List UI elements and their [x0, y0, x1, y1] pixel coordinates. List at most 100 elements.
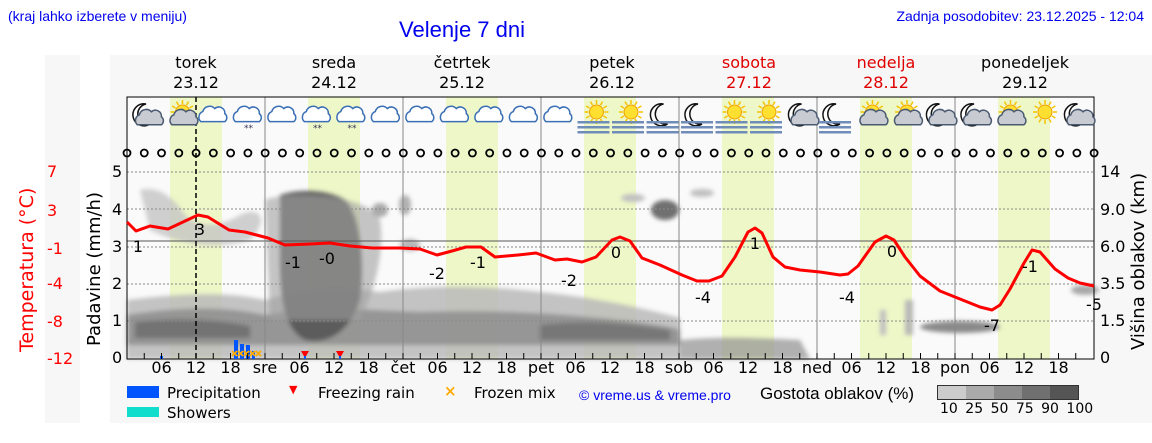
x-tick-label: pet — [527, 358, 555, 377]
wind-calm-icon — [122, 148, 132, 158]
wind-calm-icon — [571, 148, 581, 158]
x-tick-label: 06 — [289, 358, 310, 377]
cloud-snow-icon: ** — [232, 105, 262, 134]
location-menu-hint[interactable]: (kraj lahko izberete v meniju) — [8, 8, 187, 24]
moon-cloud-icon — [1063, 103, 1096, 127]
x-tick-label: 18 — [910, 358, 931, 377]
temperature-value-label: 1 — [750, 234, 760, 253]
wind-calm-icon — [347, 148, 356, 158]
frozen-mix-icon: × — [444, 382, 457, 400]
wind-calm-icon — [450, 148, 460, 158]
temperature-value-label: -2 — [561, 271, 577, 290]
sun-fog-icon — [750, 100, 782, 134]
wind-calm-icon — [260, 148, 270, 158]
wind-calm-icon — [208, 148, 218, 158]
wind-calm-icon — [139, 148, 149, 158]
cloud-height-tick: 3.5 — [1100, 274, 1126, 293]
x-tick-label: 12 — [461, 358, 483, 377]
temp-tick: 7 — [47, 162, 58, 181]
svg-text:**: ** — [313, 124, 323, 134]
wind-calm-icon — [537, 148, 546, 158]
wind-row — [122, 148, 1099, 158]
moon-cloud-icon — [787, 103, 820, 127]
cloud-snow-icon: ** — [301, 105, 331, 134]
wind-calm-icon — [588, 148, 598, 158]
wind-calm-icon — [416, 148, 425, 158]
sun-fog-icon — [715, 100, 748, 134]
temperature-value-label: -4 — [839, 288, 855, 307]
wind-calm-icon — [761, 148, 771, 158]
cloud-snow-icon: ** — [336, 105, 366, 134]
temperature-value-label: 3 — [195, 220, 205, 239]
wind-calm-icon — [364, 148, 374, 158]
legend-frozen-mix: Frozen mix — [474, 384, 556, 402]
temperature-value-label: -1 — [285, 253, 301, 272]
temp-tick: -8 — [47, 312, 63, 331]
cloud-density-title: Gostota oblakov (%) — [760, 384, 915, 403]
cloud-icon — [508, 105, 538, 123]
day-label: torek 23.12 — [173, 53, 219, 92]
wind-calm-icon — [502, 148, 512, 158]
day-label: četrtek 25.12 — [433, 53, 491, 92]
wind-calm-icon — [433, 148, 443, 158]
x-tick-label: 12 — [875, 358, 897, 377]
freezing-rain-markers — [301, 351, 344, 358]
precip-tick: 4 — [112, 200, 123, 219]
x-tick-label: 18 — [496, 358, 517, 377]
wind-calm-icon — [278, 148, 287, 158]
svg-text:**: ** — [348, 124, 358, 134]
cloud-height-tick: 0 — [1100, 348, 1111, 367]
wind-calm-icon — [796, 148, 805, 158]
wind-calm-icon — [1089, 148, 1099, 158]
moon-cloud-icon — [925, 103, 958, 127]
cloud-density-ticks: 10 25 50 75 90 100 — [940, 401, 1094, 417]
x-tick-label: čet — [390, 358, 416, 377]
wind-calm-icon — [398, 148, 408, 158]
moon-fog-icon — [819, 103, 851, 134]
legend-showers: Showers — [167, 404, 231, 422]
temperature-value-label: -2 — [429, 264, 445, 283]
temperature-value-label: 0 — [611, 243, 621, 262]
wind-calm-icon — [744, 148, 754, 158]
wind-calm-icon — [226, 148, 236, 158]
wind-calm-icon — [485, 148, 495, 158]
cloud-icon — [370, 105, 400, 123]
temperature-value-label: -5 — [1086, 295, 1102, 314]
svg-text:**: ** — [244, 124, 254, 134]
precipitation-swatch — [127, 386, 159, 398]
wind-calm-icon — [813, 148, 823, 158]
legend-freezing-rain: Freezing rain — [318, 384, 415, 402]
wind-calm-icon — [1020, 148, 1030, 158]
sun-fog-icon — [612, 100, 644, 134]
sun-cloud-icon — [893, 100, 924, 126]
sun-cloud-icon — [997, 100, 1027, 126]
sun-cloud-icon — [169, 100, 199, 126]
precip-tick: 5 — [112, 162, 123, 181]
x-tick-label: 06 — [979, 358, 1000, 377]
showers-swatch — [127, 407, 159, 417]
wind-calm-icon — [519, 148, 529, 158]
cloud-icon — [267, 105, 297, 123]
copyright-link[interactable]: © vreme.us & vreme.pro — [579, 387, 731, 403]
temperature-value-label: -4 — [695, 288, 711, 307]
wind-calm-icon — [174, 148, 184, 158]
x-tick-label: 06 — [841, 358, 862, 377]
wind-calm-icon — [1003, 148, 1013, 158]
wind-calm-icon — [986, 148, 995, 158]
wind-calm-icon — [1037, 148, 1047, 158]
cloud-height-axis-title: Višina oblakov (km) — [1128, 172, 1149, 350]
x-tick-label: 12 — [1013, 358, 1035, 377]
wind-calm-icon — [1072, 148, 1082, 158]
x-tick-label: 12 — [737, 358, 759, 377]
wind-calm-icon — [157, 148, 166, 158]
sun-fog-icon — [577, 100, 610, 134]
x-axis-ticks — [143, 353, 1077, 359]
x-tick-label: 12 — [323, 358, 345, 377]
wind-calm-icon — [381, 148, 391, 158]
cloud-density-scale — [937, 385, 1079, 400]
legend-precipitation: Precipitation — [167, 384, 261, 402]
cloud-icon — [474, 105, 504, 123]
moon-cloud-icon — [132, 103, 165, 127]
wind-calm-icon — [640, 148, 650, 158]
wind-calm-icon — [467, 148, 477, 158]
